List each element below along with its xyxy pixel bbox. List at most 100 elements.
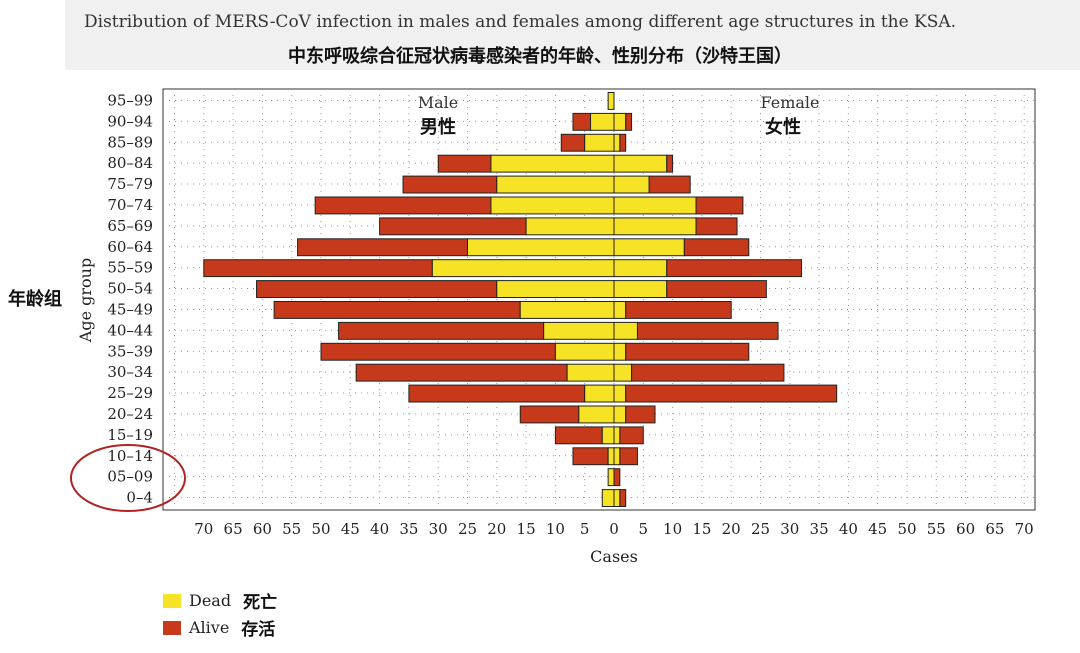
bar-female-alive bbox=[666, 154, 674, 173]
bar-male-dead bbox=[519, 301, 615, 319]
bar-female-dead bbox=[613, 133, 621, 152]
x-tick-label: 5 bbox=[639, 520, 649, 538]
bar-female-alive bbox=[619, 426, 644, 445]
bar-male-alive bbox=[572, 112, 592, 131]
bar-female-dead bbox=[613, 280, 668, 299]
bar-male-dead bbox=[490, 196, 615, 215]
bar-female-dead bbox=[613, 321, 638, 340]
y-tick-label: 35–39 bbox=[107, 342, 153, 360]
x-tick-label: 60 bbox=[253, 520, 272, 538]
bar-female-dead bbox=[613, 426, 621, 445]
bar-female-dead bbox=[613, 196, 697, 215]
x-tick-label: 65 bbox=[224, 520, 243, 538]
x-tick-label: 15 bbox=[692, 520, 711, 538]
y-tick-label: 05–09 bbox=[107, 468, 153, 486]
y-tick-label: 90–94 bbox=[107, 112, 153, 130]
bar-female-alive bbox=[625, 405, 656, 424]
bar-female-dead bbox=[613, 301, 627, 319]
bar-female-alive bbox=[648, 175, 691, 194]
bar-male-alive bbox=[379, 217, 527, 236]
bar-male-dead bbox=[490, 154, 615, 173]
bar-female-alive bbox=[613, 468, 621, 487]
bar-female-alive bbox=[625, 384, 838, 403]
y-tick-label: 75–79 bbox=[107, 175, 153, 193]
bar-male-alive bbox=[572, 447, 609, 466]
legend-alive: Alive 存活 bbox=[163, 615, 275, 640]
y-tick-label: 80–84 bbox=[107, 154, 153, 172]
x-tick-label: 40 bbox=[370, 520, 389, 538]
y-tick-label: 45–49 bbox=[107, 300, 153, 318]
y-tick-label: 0–4 bbox=[126, 489, 153, 507]
legend-dead-swatch bbox=[163, 593, 181, 608]
bar-male-alive bbox=[402, 175, 498, 194]
bar-male-dead bbox=[578, 405, 615, 424]
bar-female-alive bbox=[619, 133, 627, 152]
y-tick-label: 95–99 bbox=[107, 91, 153, 109]
bar-male-alive bbox=[560, 133, 586, 152]
bar-female-dead bbox=[613, 175, 650, 194]
bar-male-alive bbox=[297, 238, 468, 257]
bar-male-alive bbox=[355, 363, 568, 382]
bar-male-alive bbox=[408, 384, 586, 403]
y-tick-label: 25–29 bbox=[107, 384, 153, 402]
male-label: Male bbox=[418, 93, 459, 112]
legend-dead-label: Dead bbox=[189, 591, 232, 610]
bar-male-dead bbox=[601, 426, 615, 445]
bar-female-alive bbox=[695, 196, 744, 215]
x-tick-label: 50 bbox=[897, 520, 916, 538]
y-tick-label: 10–14 bbox=[107, 447, 153, 465]
header-band bbox=[65, 0, 1080, 70]
female-label: Female bbox=[761, 93, 820, 112]
female-label-cn: 女性 bbox=[765, 116, 801, 138]
grid bbox=[163, 89, 1035, 510]
bar-female-alive bbox=[619, 447, 638, 466]
y-tick-label: 15–19 bbox=[107, 426, 153, 444]
bar-female-dead bbox=[613, 112, 627, 131]
y-tick-label: 50–54 bbox=[107, 280, 153, 298]
bar-female-dead bbox=[613, 259, 668, 278]
legend-dead-label-cn: 死亡 bbox=[243, 593, 278, 613]
x-tick-label: 20 bbox=[487, 520, 506, 538]
bar-male-dead bbox=[584, 133, 615, 152]
bar-female-dead bbox=[613, 154, 668, 173]
bar-female-dead bbox=[613, 342, 627, 361]
y-axis-title: Age group bbox=[76, 258, 95, 343]
bar-male-alive bbox=[554, 426, 603, 445]
bar-male-dead bbox=[543, 321, 615, 340]
bar-male-alive bbox=[273, 301, 521, 319]
x-tick-label: 35 bbox=[399, 520, 418, 538]
x-tick-label: 25 bbox=[458, 520, 477, 538]
x-tick-label: 70 bbox=[1015, 520, 1034, 538]
x-tick-label: 0 bbox=[609, 520, 619, 538]
legend-alive-label: Alive bbox=[189, 618, 230, 637]
bar-male-alive bbox=[203, 259, 433, 278]
x-tick-label: 10 bbox=[546, 520, 565, 538]
bar-male-dead bbox=[554, 342, 615, 361]
bar-female-dead bbox=[613, 217, 697, 236]
x-tick-label: 65 bbox=[985, 520, 1004, 538]
bar-female-alive bbox=[666, 259, 803, 278]
bar-male-dead bbox=[590, 112, 615, 131]
chart-title-en: Distribution of MERS-CoV infection in ma… bbox=[84, 12, 957, 32]
bar-female-alive bbox=[695, 217, 738, 236]
bar-female-alive bbox=[631, 363, 785, 382]
bar-male-dead bbox=[496, 280, 615, 299]
bar-male-dead bbox=[525, 217, 615, 236]
y-tick-label: 85–89 bbox=[107, 133, 153, 151]
bar-male-dead bbox=[431, 259, 615, 278]
y-tick-label: 70–74 bbox=[107, 196, 153, 214]
bar-male-dead bbox=[566, 363, 615, 382]
bar-male-alive bbox=[314, 196, 492, 215]
x-tick-label: 40 bbox=[839, 520, 858, 538]
male-label-cn: 男性 bbox=[420, 116, 456, 138]
bar-male-alive bbox=[256, 280, 498, 299]
x-tick-label: 15 bbox=[517, 520, 536, 538]
bar-male-dead bbox=[584, 384, 615, 403]
x-tick-label: 55 bbox=[282, 520, 301, 538]
bar-female-dead bbox=[613, 384, 627, 403]
x-tick-label: 45 bbox=[868, 520, 887, 538]
x-tick-label: 30 bbox=[780, 520, 799, 538]
bar-female-alive bbox=[625, 112, 633, 131]
x-tick-label: 30 bbox=[429, 520, 448, 538]
